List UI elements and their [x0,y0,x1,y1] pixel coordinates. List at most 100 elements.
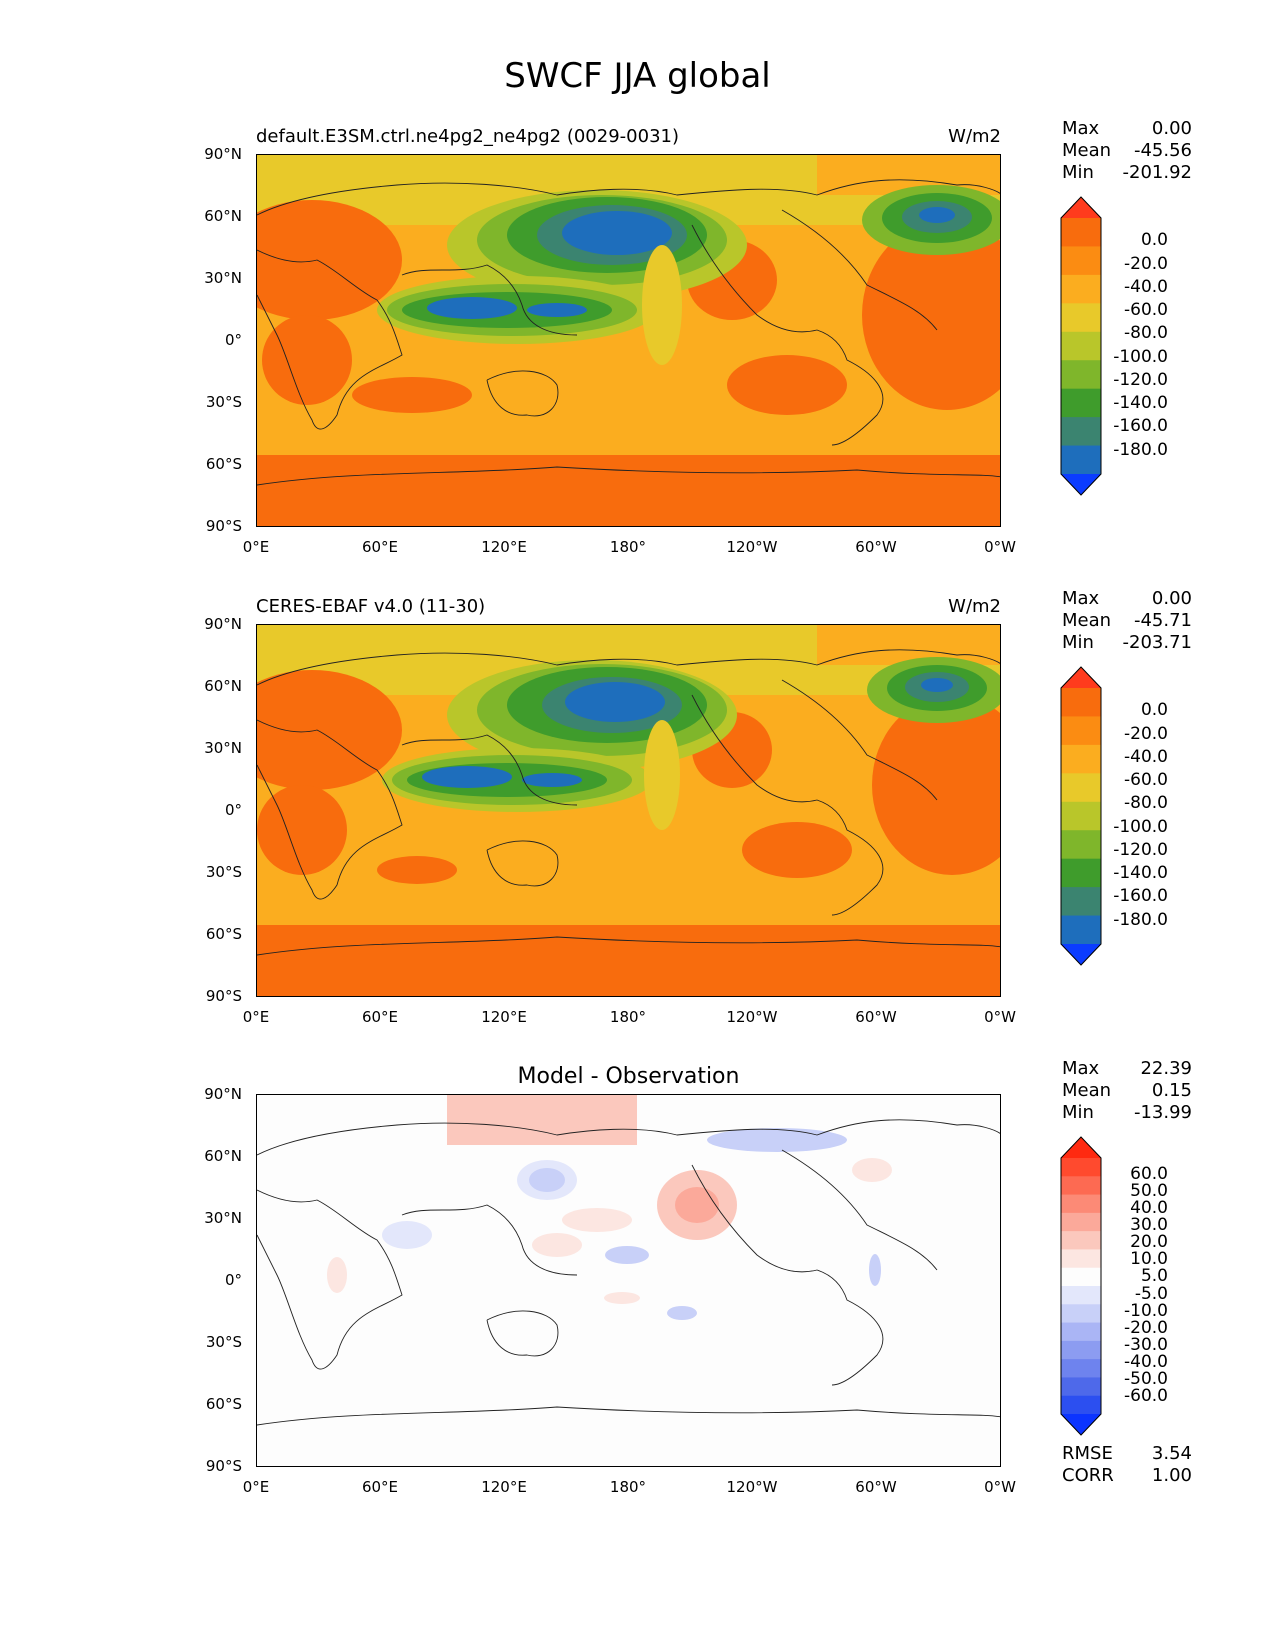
lat-label: 30°N [204,269,242,287]
lon-label: 120°E [481,538,527,556]
colorbar-segment [1061,1395,1101,1415]
colorbar-tick-label: 10.0 [1130,1249,1168,1270]
panel-title: Model - Observation [517,1064,740,1089]
colorbar-segment [1061,915,1101,945]
lon-label: 0°E [242,538,270,556]
colorbar-outline [1060,196,1102,496]
stat-label: Min [1062,632,1094,653]
colorbar-tick-label: -60.0 [1124,300,1168,321]
panel-title: default.E3SM.ctrl.ne4pg2_ne4pg2 (0029-00… [256,126,679,147]
colorbar-tick-label: -20.0 [1124,253,1168,274]
lat-label: 0° [224,1271,242,1289]
figure-title: SWCF JJA global [504,56,771,96]
colorbar-tick-label: -180.0 [1113,909,1168,930]
colorbar-segment [1061,1176,1101,1196]
colorbar-extend-min [1061,474,1101,495]
colorbar-tick-label: -100.0 [1113,346,1168,367]
colorbar-segment [1061,801,1101,831]
colorbar-tick-label: -20.0 [1124,723,1168,744]
colorbar-segment [1061,1249,1101,1269]
lat-label: 0° [224,331,242,349]
panel-title: CERES-EBAF v4.0 (11-30) [256,596,486,617]
stat-value: 22.39 [1140,1058,1192,1079]
lat-label: 30°S [205,1333,242,1351]
colorbar-tick-label: -140.0 [1113,393,1168,414]
stat-value: -201.92 [1122,162,1192,183]
colorbar-segment [1061,830,1101,860]
stat-label: RMSE [1062,1443,1113,1464]
lon-label: 120°W [726,1478,778,1496]
colorbar [1060,196,1102,496]
stat-value: 0.00 [1151,588,1192,609]
colorbar-segment [1061,716,1101,746]
colorbar-segment [1061,688,1101,717]
colorbar-segment [1061,417,1101,447]
lon-label: 180° [609,538,647,556]
colorbar-segment [1061,1340,1101,1360]
lon-label: 60°E [361,1478,399,1496]
colorbar-tick-label: 0.0 [1140,230,1168,251]
colorbar-outline [1060,666,1102,966]
colorbar-segment [1061,858,1101,888]
lat-label: 90°N [204,1085,242,1103]
lat-label: 60°N [204,677,242,695]
colorbar-tick-label: -160.0 [1113,886,1168,907]
colorbar-tick-label: 40.0 [1130,1198,1168,1219]
colorbar-tick-label: -40.0 [1124,746,1168,767]
lat-label: 60°S [205,1395,242,1413]
lat-label: 0° [224,801,242,819]
panel-units: W/m2 [948,126,1001,147]
colorbar-segment [1061,1286,1101,1305]
colorbar-extend-max [1061,197,1101,218]
lat-label: 90°S [205,987,242,1005]
colorbar-segment [1061,274,1101,304]
colorbar-tick-label: -180.0 [1113,439,1168,460]
stat-label: Max [1062,588,1100,609]
stat-value: -203.71 [1122,632,1192,653]
colorbar-extend-max [1061,1137,1101,1158]
colorbar-outline [1060,1136,1102,1436]
colorbar-segment [1061,1359,1101,1378]
stat-label: Min [1062,1102,1094,1123]
lat-label: 60°N [204,207,242,225]
colorbar-tick-label: -120.0 [1113,369,1168,390]
stat-value: 0.15 [1151,1080,1192,1101]
panel-units: W/m2 [948,596,1001,617]
stat-value: -13.99 [1133,1102,1192,1123]
colorbar-tick-label: -100.0 [1113,816,1168,837]
colorbar-tick-label: -40.0 [1124,1351,1168,1372]
lat-label: 90°N [204,615,242,633]
colorbar-tick-label: -120.0 [1113,839,1168,860]
panel-observation: CERES-EBAF v4.0 (11-30) W/m2 [0,588,1275,1058]
colorbar-tick-label: -140.0 [1113,863,1168,884]
colorbar-tick-label: -40.0 [1124,276,1168,297]
colorbar-segment [1061,1304,1101,1324]
lat-label: 30°N [204,1209,242,1227]
lat-label: 60°N [204,1147,242,1165]
colorbar-tick-label: 20.0 [1130,1232,1168,1253]
colorbar-segment [1061,1267,1101,1287]
colorbar-tick-label: 0.0 [1140,700,1168,721]
panel-difference: Model - Observation [0,1058,1275,1528]
colorbar-segment [1061,1377,1101,1397]
lat-label: 60°S [205,925,242,943]
colorbar-segment [1061,218,1101,247]
stat-label: Mean [1062,1080,1112,1101]
lat-label: 30°S [205,863,242,881]
colorbar-tick-label: -30.0 [1124,1334,1168,1355]
lat-label: 90°N [204,145,242,163]
colorbar-segment [1061,303,1101,333]
colorbar-extend-min [1061,944,1101,965]
colorbar-segment [1061,887,1101,917]
stat-label: Mean [1062,610,1112,631]
stat-label: Max [1062,1058,1100,1079]
map-plot [256,1094,1001,1467]
map-plot [256,154,1001,527]
lon-label: 60°W [855,1008,897,1026]
lon-label: 60°W [855,1478,897,1496]
colorbar-segment [1061,1194,1101,1214]
colorbar-labels: 0.0 -20.0 -40.0 -60.0 -80.0 -100.0 -120.0 -140.… [1108,666,1198,966]
colorbar-segment [1061,1212,1101,1232]
stats-block: Max 22.39 Mean 0.15 Min -13.99 [1062,1058,1192,1124]
stat-label: Mean [1062,140,1112,161]
